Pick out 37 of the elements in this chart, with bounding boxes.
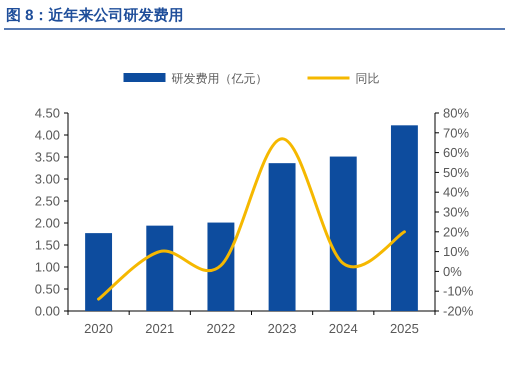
y2-tick-label: 30% [443, 204, 470, 220]
y-tick-label: 3.50 [34, 150, 60, 164]
bar [268, 163, 296, 311]
x-tick-label: 2023 [268, 321, 297, 336]
y-tick-label: 1.00 [34, 260, 60, 274]
x-tick-label: 2021 [145, 321, 174, 336]
y2-tick-label: 10% [443, 244, 470, 260]
bar [330, 156, 357, 311]
y2-tick-label: 50% [443, 164, 470, 180]
y-tick-label: 2.50 [34, 194, 60, 208]
x-tick-label: 2024 [328, 321, 358, 336]
y-tick-label: 1.50 [34, 238, 60, 252]
bar [146, 226, 174, 311]
legend-label: 同比 [356, 72, 380, 86]
y-tick-label: 4.00 [34, 128, 60, 142]
x-tick-label: 2025 [390, 321, 419, 336]
bar [390, 125, 418, 311]
x-tick-label: 2022 [206, 321, 236, 336]
y2-tick-label: 60% [443, 145, 470, 160]
bar [207, 222, 234, 311]
y2-tick-label: 0% [443, 264, 462, 279]
y-tick-label: 2.00 [34, 216, 60, 230]
y2-tick-label: 70% [443, 125, 470, 140]
y2-tick-label: 20% [443, 224, 470, 240]
y-tick-label: 0.00 [34, 304, 60, 318]
y2-tick-label: 40% [443, 184, 470, 200]
y2-tick-label: 80% [443, 106, 470, 120]
y-tick-label: 3.00 [34, 172, 60, 186]
chart-title: 图 8：近年来公司研发费用 [6, 7, 184, 24]
y2-tick-label: -20% [443, 304, 474, 318]
bar [85, 233, 112, 311]
y2-tick-label: -10% [443, 284, 474, 299]
y-tick-label: 0.50 [34, 282, 60, 296]
x-tick-label: 2020 [84, 321, 114, 336]
legend-label: 研发费用（亿元） [172, 72, 268, 86]
line-series [97, 137, 406, 301]
y-tick-label: 4.50 [34, 106, 60, 120]
